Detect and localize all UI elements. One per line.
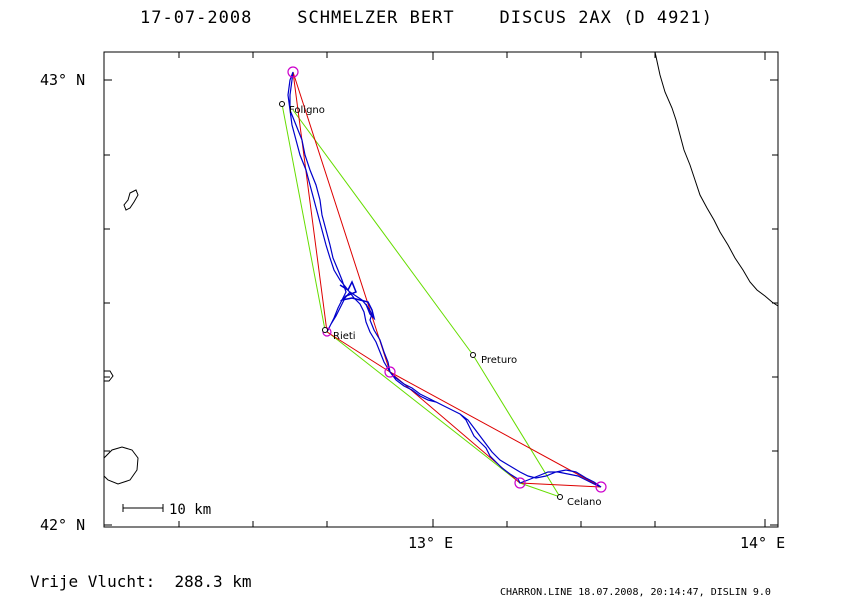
scale-bar bbox=[122, 504, 164, 512]
place-marker-foligno bbox=[279, 101, 285, 107]
coastline bbox=[654, 51, 779, 307]
glider-name: DISCUS 2AX (D 4921) bbox=[499, 8, 714, 28]
place-marker-rieti bbox=[322, 327, 328, 333]
top-ticks bbox=[178, 52, 766, 60]
flight-date: 17-07-2008 bbox=[139, 8, 253, 28]
credits: CHARRON.LINE 18.07.2008, 20:14:47, DISLI… bbox=[500, 587, 771, 598]
place-label-foligno: Foligno bbox=[289, 105, 325, 116]
left-ticks bbox=[104, 79, 112, 526]
lake-bolsena bbox=[103, 446, 139, 485]
lat-label-42: 42° N bbox=[40, 516, 86, 534]
place-marker-preturo bbox=[470, 352, 476, 358]
task-line bbox=[281, 103, 562, 498]
free-flight-distance: 288.3 km bbox=[174, 572, 252, 591]
lon-label-14: 14° E bbox=[740, 534, 786, 552]
map-frame bbox=[103, 51, 779, 528]
flight-track bbox=[287, 71, 602, 488]
place-label-celano: Celano bbox=[567, 497, 602, 508]
turnpoint-marker bbox=[287, 66, 299, 78]
place-label-rieti: Rieti bbox=[333, 331, 356, 342]
right-ticks bbox=[770, 79, 778, 526]
lon-label-13: 13° E bbox=[408, 534, 454, 552]
map-title: 17-07-2008 SCHMELZER BERT DISCUS 2AX (D … bbox=[0, 8, 853, 28]
scale-bar-label: 10 km bbox=[169, 502, 211, 518]
lake-trasimeno-edge bbox=[104, 370, 114, 382]
pilot-name: SCHMELZER BERT bbox=[297, 8, 455, 28]
free-flight-summary: Vrije Vlucht: 288.3 km bbox=[30, 572, 252, 591]
turnpoint-marker bbox=[595, 481, 607, 493]
bottom-ticks bbox=[178, 519, 766, 527]
turnpoint-marker bbox=[514, 477, 526, 489]
place-label-preturo: Preturo bbox=[481, 355, 517, 366]
turnpoint-marker bbox=[384, 366, 396, 378]
lake-small bbox=[123, 189, 139, 211]
free-flight-label: Vrije Vlucht: bbox=[30, 572, 156, 591]
place-marker-celano bbox=[557, 494, 563, 500]
lat-label-43: 43° N bbox=[40, 71, 86, 89]
thermal-loops bbox=[339, 280, 376, 321]
